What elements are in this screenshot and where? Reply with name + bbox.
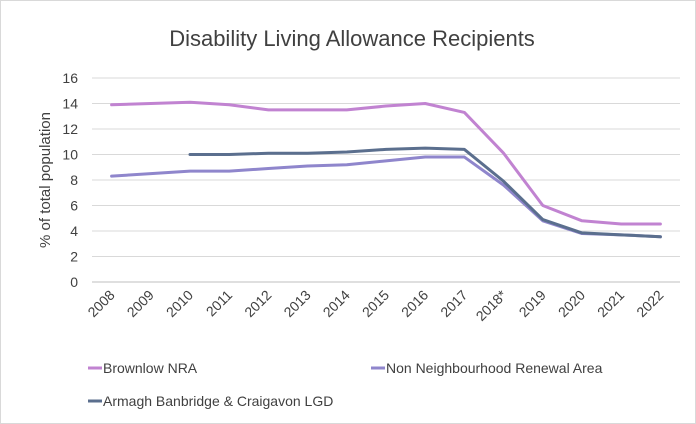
x-tick-label: 2009: [124, 287, 157, 320]
series-line-2: [110, 155, 662, 239]
x-tick-label: 2008: [84, 287, 117, 320]
y-tick-label: 8: [70, 172, 78, 188]
y-tick-label: 0: [70, 274, 78, 290]
x-tick-label: 2013: [280, 287, 313, 320]
x-tick-label: 2015: [359, 287, 392, 320]
y-tick-label: 16: [62, 70, 78, 86]
y-tick-label: 4: [70, 223, 78, 239]
y-tick-label: 10: [62, 147, 78, 163]
x-tick-label: 2021: [594, 287, 627, 320]
x-tick-label: 2014: [320, 287, 353, 320]
y-axis-label: % of total population: [37, 112, 54, 248]
x-tick-label: 2016: [398, 287, 431, 320]
x-tick-label: 2019: [516, 287, 549, 320]
series-line-3: [188, 146, 662, 239]
x-tick-label: 2018*: [473, 286, 511, 324]
x-tick-label: 2012: [241, 287, 274, 320]
series-line-1: [110, 100, 662, 226]
x-tick-label: 2011: [203, 287, 236, 320]
y-tick-label: 6: [70, 198, 78, 214]
x-tick-label: 2017: [437, 287, 470, 320]
x-tick-label: 2010: [163, 287, 196, 320]
y-tick-label: 2: [70, 249, 78, 265]
legend-label: Brownlow NRA: [103, 360, 198, 376]
legend-label: Non Neighbourhood Renewal Area: [386, 360, 603, 376]
y-tick-label: 12: [62, 121, 78, 137]
legend-label: Armagh Banbridge & Craigavon LGD: [103, 393, 333, 409]
x-tick-label: 2022: [633, 287, 666, 320]
chart-title: Disability Living Allowance Recipients: [169, 26, 535, 51]
y-tick-label: 14: [62, 96, 78, 112]
x-tick-label: 2020: [555, 287, 588, 320]
